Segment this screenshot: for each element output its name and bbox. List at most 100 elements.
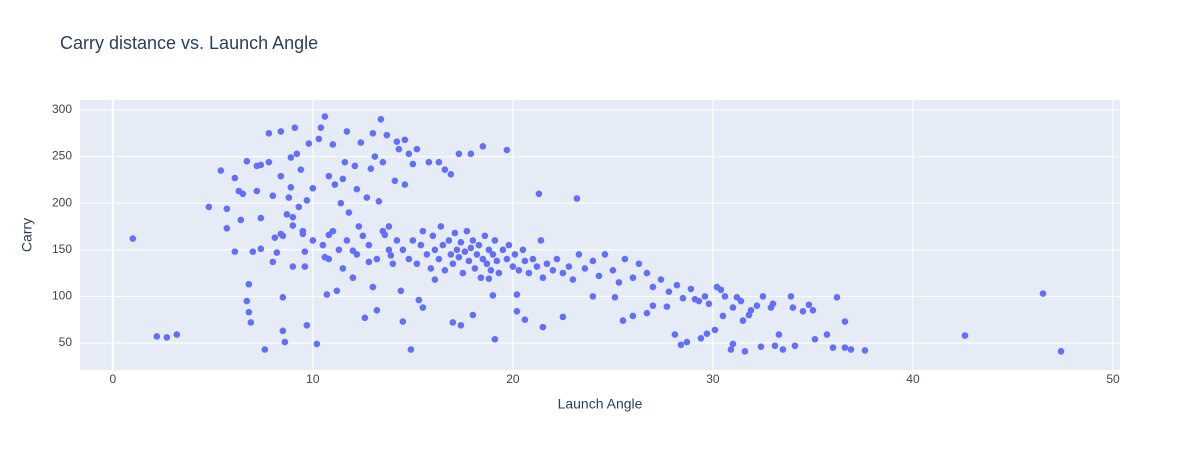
point (533, 263, 541, 270)
point (553, 255, 561, 263)
point (787, 293, 795, 300)
point (245, 308, 253, 316)
point (493, 257, 501, 265)
point (129, 235, 137, 242)
point (153, 333, 161, 340)
point (757, 343, 765, 351)
point (775, 331, 783, 338)
point (753, 302, 761, 309)
point (223, 205, 231, 213)
point (665, 288, 673, 296)
point (319, 241, 327, 249)
point (539, 274, 547, 282)
x-tick-label: 30 (706, 372, 720, 386)
point (437, 223, 445, 230)
point (729, 304, 737, 311)
point (575, 251, 583, 258)
point (495, 269, 503, 277)
point (539, 323, 547, 331)
point (483, 260, 491, 268)
point (385, 246, 393, 254)
point (695, 297, 703, 305)
point (379, 227, 387, 235)
point (711, 326, 719, 334)
y-tick-label: 50 (59, 335, 73, 349)
point (413, 145, 421, 153)
point (163, 334, 171, 341)
point (673, 281, 681, 289)
point (425, 158, 433, 166)
point (279, 327, 287, 335)
point (253, 187, 261, 195)
point (503, 146, 511, 154)
point (355, 223, 363, 230)
point (325, 172, 333, 180)
point (293, 150, 301, 158)
point (369, 129, 377, 137)
point (535, 190, 543, 198)
point (383, 131, 391, 139)
point (503, 255, 511, 263)
point (291, 124, 299, 131)
point (719, 312, 727, 320)
point (741, 348, 749, 355)
point (333, 287, 341, 295)
point (451, 229, 459, 237)
point (489, 292, 497, 299)
y-axis-title: Carry (19, 218, 35, 252)
point (811, 335, 819, 343)
point (771, 342, 779, 350)
point (657, 276, 665, 283)
point (435, 255, 443, 263)
point (789, 304, 797, 311)
point (325, 255, 333, 263)
point (379, 158, 387, 166)
point (397, 287, 405, 295)
point (297, 166, 305, 173)
x-tick-label: 40 (906, 372, 920, 386)
point (469, 311, 477, 319)
point (277, 128, 285, 135)
point (231, 248, 239, 255)
point (417, 241, 425, 249)
point (409, 160, 417, 168)
point (833, 294, 841, 301)
point (295, 203, 303, 211)
point (283, 211, 291, 218)
point (441, 266, 449, 274)
point (809, 307, 817, 314)
point (1039, 290, 1047, 297)
point (339, 265, 347, 272)
point (463, 227, 471, 235)
point (351, 162, 359, 170)
point (487, 266, 495, 274)
point (419, 227, 427, 235)
point (455, 253, 463, 261)
point (747, 307, 755, 314)
point (391, 177, 399, 185)
point (471, 265, 479, 272)
point (589, 257, 597, 265)
point (461, 248, 469, 255)
point (247, 319, 255, 326)
point (823, 331, 831, 338)
point (329, 227, 337, 235)
point (335, 246, 343, 254)
point (289, 213, 297, 221)
point (301, 248, 309, 255)
point (619, 317, 627, 324)
point (677, 341, 685, 349)
point (345, 209, 353, 216)
point (313, 340, 321, 348)
point (301, 263, 309, 270)
point (589, 293, 597, 300)
y-tick-label: 250 (52, 149, 72, 163)
point (469, 237, 477, 244)
point (581, 265, 589, 272)
y-tick-label: 200 (52, 195, 72, 209)
point (393, 237, 401, 244)
point (385, 223, 393, 230)
point (257, 214, 265, 222)
y-tick-label: 100 (52, 289, 72, 303)
